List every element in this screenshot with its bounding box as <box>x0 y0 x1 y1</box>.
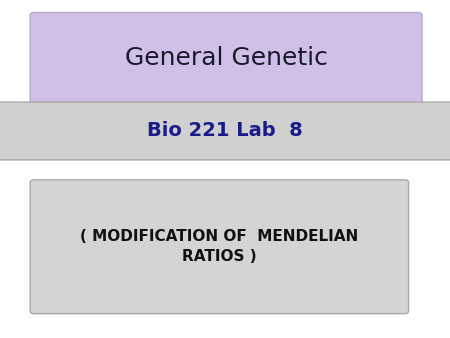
Text: Bio 221 Lab  8: Bio 221 Lab 8 <box>147 121 303 141</box>
Text: ( MODIFICATION OF  MENDELIAN
RATIOS ): ( MODIFICATION OF MENDELIAN RATIOS ) <box>80 230 359 264</box>
FancyBboxPatch shape <box>0 102 450 160</box>
FancyBboxPatch shape <box>30 13 422 104</box>
Text: General Genetic: General Genetic <box>125 46 328 70</box>
FancyBboxPatch shape <box>30 180 409 314</box>
